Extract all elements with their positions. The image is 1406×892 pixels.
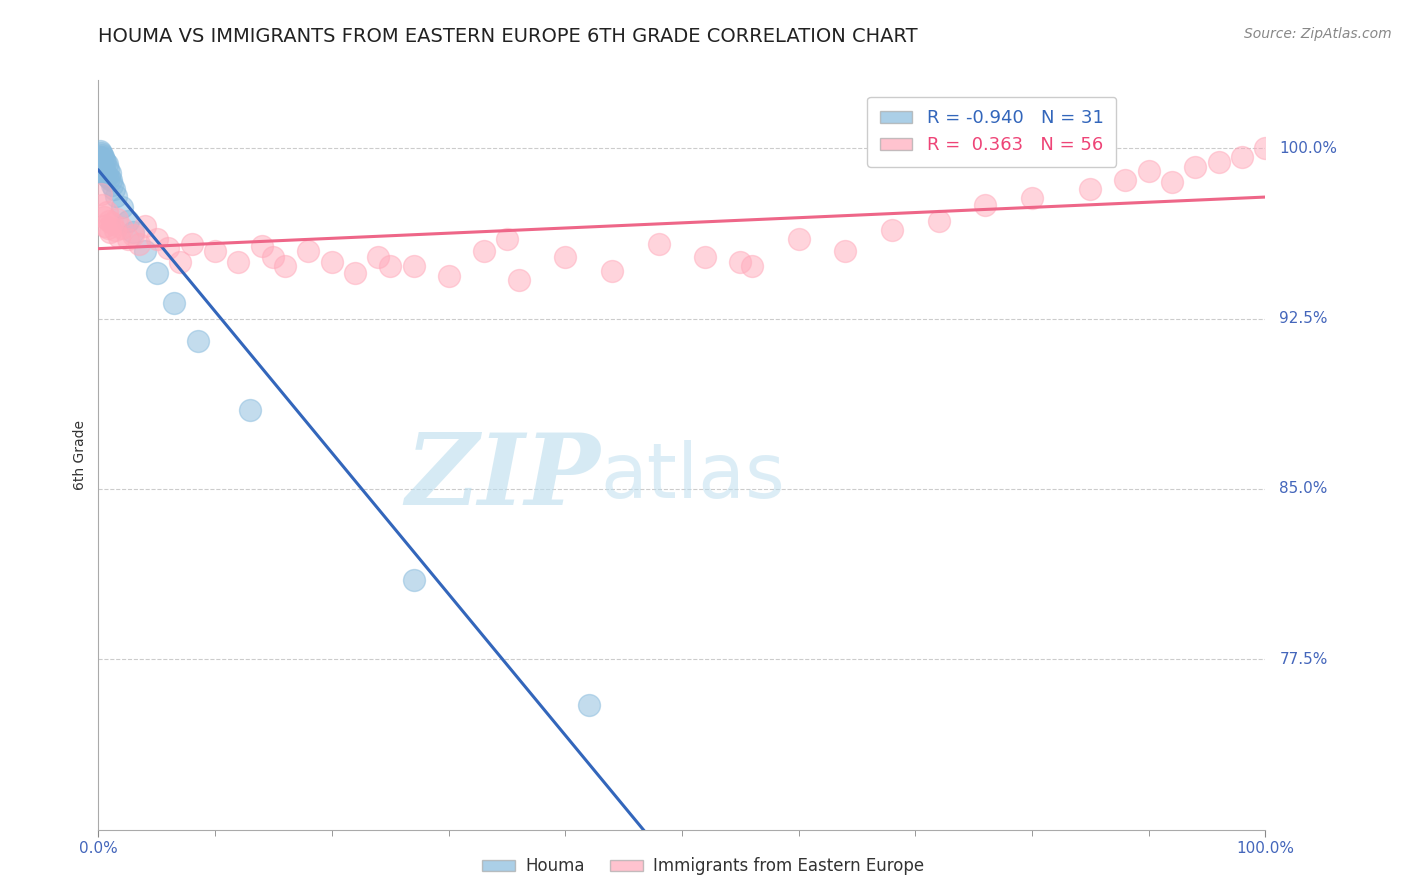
Point	[1254, 141, 1277, 155]
Point	[169, 255, 191, 269]
Point	[96, 205, 118, 219]
Point	[695, 251, 717, 265]
Point	[647, 236, 669, 251]
Point	[94, 166, 117, 180]
Point	[554, 251, 576, 265]
Point	[1230, 151, 1253, 165]
Point	[90, 157, 112, 171]
Point	[97, 220, 120, 235]
Point	[834, 244, 856, 258]
Point	[508, 273, 530, 287]
Point	[98, 226, 121, 240]
Point	[104, 189, 127, 203]
Point	[880, 223, 903, 237]
Point	[93, 153, 115, 167]
Point	[90, 198, 112, 212]
Point	[91, 151, 114, 165]
Point	[105, 211, 128, 226]
Point	[228, 255, 250, 269]
Y-axis label: 6th Grade: 6th Grade	[73, 420, 87, 490]
Point	[1184, 160, 1206, 174]
Point	[117, 232, 139, 246]
Point	[93, 164, 115, 178]
Text: 85.0%: 85.0%	[1279, 482, 1327, 497]
Point	[134, 244, 156, 258]
Point	[250, 239, 273, 253]
Point	[108, 230, 131, 244]
Point	[239, 402, 262, 417]
Point	[187, 334, 209, 349]
Point	[96, 169, 118, 183]
Point	[380, 260, 402, 274]
Point	[97, 161, 120, 176]
Point	[472, 244, 495, 258]
Point	[146, 232, 169, 246]
Point	[402, 260, 425, 274]
Point	[134, 219, 156, 233]
Point	[98, 166, 121, 180]
Text: 77.5%: 77.5%	[1279, 652, 1327, 666]
Point	[437, 268, 460, 283]
Point	[274, 260, 297, 274]
Point	[104, 223, 127, 237]
Point	[402, 573, 425, 587]
Text: ZIP: ZIP	[405, 429, 600, 525]
Point	[146, 266, 169, 280]
Point	[96, 157, 118, 171]
Point	[1080, 182, 1102, 196]
Point	[90, 145, 112, 160]
Point	[111, 201, 134, 215]
Point	[97, 170, 120, 185]
Point	[89, 151, 111, 165]
Point	[101, 178, 124, 192]
Point	[180, 236, 202, 251]
Point	[1161, 176, 1184, 190]
Point	[344, 266, 367, 280]
Point	[94, 155, 117, 169]
Point	[578, 698, 600, 712]
Point	[97, 214, 120, 228]
Text: HOUMA VS IMMIGRANTS FROM EASTERN EUROPE 6TH GRADE CORRELATION CHART: HOUMA VS IMMIGRANTS FROM EASTERN EUROPE …	[98, 27, 918, 45]
Point	[128, 236, 150, 251]
Point	[787, 232, 810, 246]
Text: Source: ZipAtlas.com: Source: ZipAtlas.com	[1244, 27, 1392, 41]
Point	[496, 232, 519, 246]
Text: atlas: atlas	[600, 441, 785, 515]
Point	[111, 220, 134, 235]
Point	[91, 161, 114, 176]
Point	[730, 255, 752, 269]
Text: 92.5%: 92.5%	[1279, 311, 1327, 326]
Point	[297, 244, 319, 258]
Point	[93, 210, 115, 224]
Point	[157, 241, 180, 255]
Text: 100.0%: 100.0%	[1279, 141, 1337, 156]
Point	[1208, 155, 1230, 169]
Point	[974, 198, 997, 212]
Point	[101, 216, 124, 230]
Legend: R = -0.940   N = 31, R =  0.363   N = 56: R = -0.940 N = 31, R = 0.363 N = 56	[868, 97, 1116, 167]
Legend: Houma, Immigrants from Eastern Europe: Houma, Immigrants from Eastern Europe	[474, 849, 932, 884]
Point	[1137, 164, 1160, 178]
Point	[367, 251, 389, 265]
Point	[1021, 191, 1043, 205]
Point	[262, 251, 284, 265]
Point	[90, 186, 112, 201]
Point	[100, 173, 122, 187]
Point	[928, 214, 950, 228]
Point	[122, 227, 145, 242]
Point	[94, 219, 117, 233]
Point	[122, 226, 145, 240]
Point	[89, 144, 111, 158]
Point	[600, 264, 623, 278]
Point	[1114, 173, 1136, 187]
Point	[321, 255, 343, 269]
Point	[204, 244, 226, 258]
Point	[163, 295, 186, 310]
Point	[90, 148, 112, 162]
Point	[90, 155, 112, 169]
Point	[103, 182, 125, 196]
Point	[741, 260, 763, 274]
Point	[117, 214, 139, 228]
